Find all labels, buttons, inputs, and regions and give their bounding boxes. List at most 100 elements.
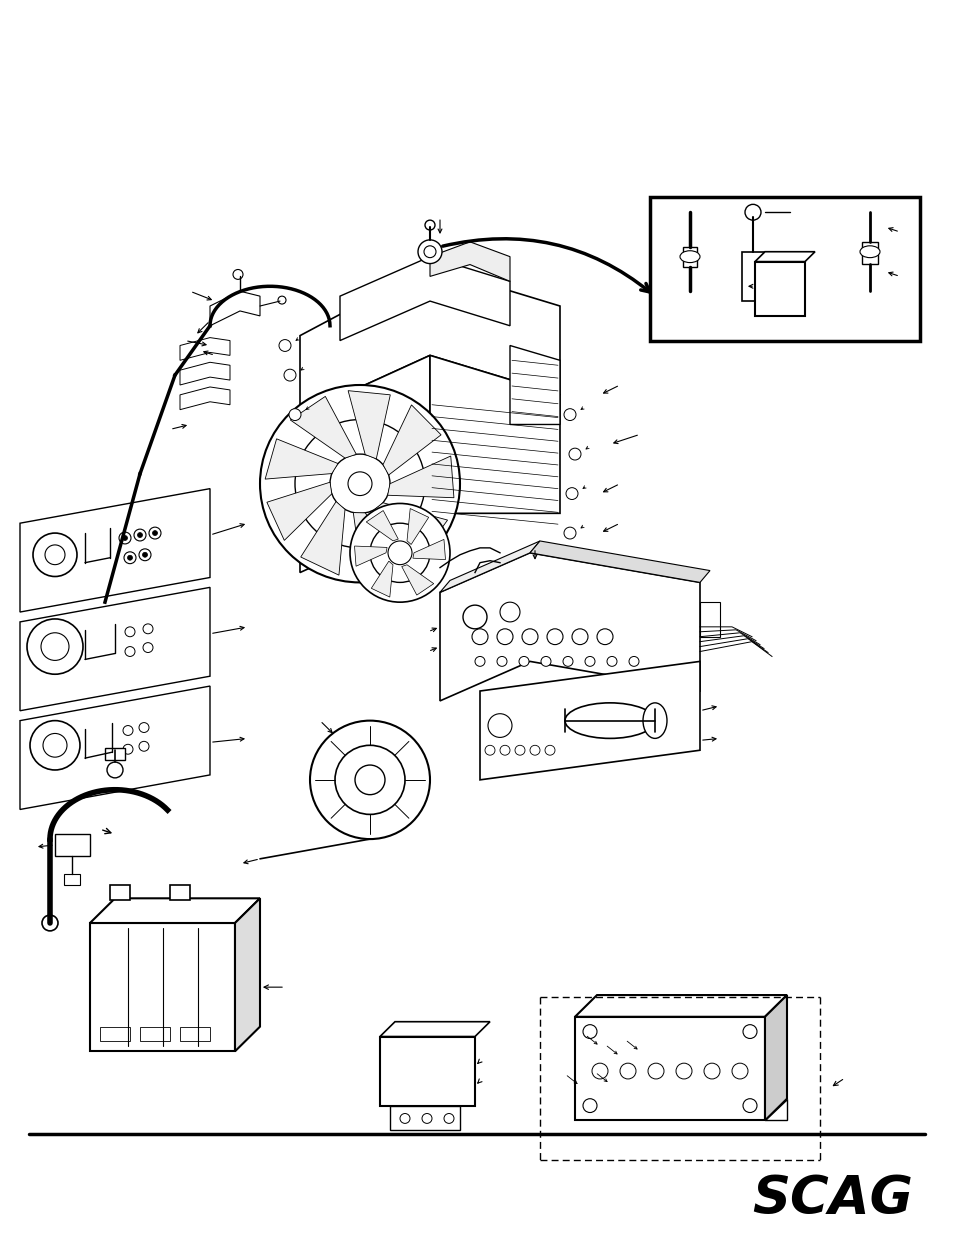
Bar <box>649 198 919 341</box>
Circle shape <box>350 504 450 603</box>
Circle shape <box>424 220 435 230</box>
Bar <box>682 247 697 267</box>
Circle shape <box>546 629 562 645</box>
Circle shape <box>133 529 146 541</box>
Circle shape <box>488 714 512 737</box>
Circle shape <box>277 296 286 304</box>
Circle shape <box>143 642 152 652</box>
Polygon shape <box>374 503 447 555</box>
Circle shape <box>294 420 424 548</box>
Circle shape <box>335 745 405 814</box>
Circle shape <box>563 409 576 421</box>
Circle shape <box>388 541 412 564</box>
Circle shape <box>137 532 142 537</box>
Polygon shape <box>348 390 390 459</box>
Circle shape <box>41 632 69 661</box>
Circle shape <box>152 531 157 536</box>
Polygon shape <box>210 291 260 326</box>
Polygon shape <box>20 687 210 809</box>
Polygon shape <box>764 995 786 1120</box>
Circle shape <box>45 545 65 564</box>
Ellipse shape <box>679 251 700 263</box>
Polygon shape <box>407 509 428 545</box>
Circle shape <box>582 1099 597 1113</box>
Polygon shape <box>20 588 210 711</box>
Circle shape <box>139 548 151 561</box>
Circle shape <box>355 764 385 794</box>
Circle shape <box>521 629 537 645</box>
Circle shape <box>744 204 760 220</box>
Circle shape <box>139 741 149 751</box>
Circle shape <box>565 488 578 499</box>
Circle shape <box>731 1063 747 1079</box>
Ellipse shape <box>859 246 879 258</box>
Circle shape <box>647 1063 663 1079</box>
Polygon shape <box>371 561 393 597</box>
Polygon shape <box>754 252 814 262</box>
Circle shape <box>260 385 459 583</box>
Circle shape <box>149 527 161 538</box>
Circle shape <box>568 448 580 459</box>
Polygon shape <box>20 489 210 613</box>
Bar <box>741 252 763 301</box>
Polygon shape <box>366 510 397 541</box>
Circle shape <box>499 603 519 622</box>
Circle shape <box>143 624 152 634</box>
Polygon shape <box>510 346 559 425</box>
Circle shape <box>619 1063 636 1079</box>
Circle shape <box>540 657 551 667</box>
Circle shape <box>33 534 77 577</box>
Polygon shape <box>575 995 786 1016</box>
Circle shape <box>499 745 510 755</box>
Circle shape <box>584 657 595 667</box>
Circle shape <box>43 734 67 757</box>
Polygon shape <box>353 513 403 578</box>
Circle shape <box>310 721 430 839</box>
Bar <box>140 1026 170 1041</box>
Circle shape <box>348 472 372 495</box>
Bar <box>170 885 190 900</box>
Circle shape <box>563 527 576 538</box>
Circle shape <box>399 1114 410 1124</box>
Circle shape <box>423 246 436 258</box>
Polygon shape <box>234 898 260 1051</box>
Circle shape <box>142 552 148 557</box>
Polygon shape <box>390 1105 459 1130</box>
Circle shape <box>278 340 291 352</box>
Circle shape <box>676 1063 691 1079</box>
Circle shape <box>515 745 524 755</box>
Bar <box>700 603 720 637</box>
Circle shape <box>128 556 132 561</box>
Circle shape <box>122 536 128 541</box>
Bar <box>105 748 125 760</box>
Polygon shape <box>413 540 445 559</box>
Polygon shape <box>90 898 260 923</box>
Bar <box>862 242 877 263</box>
Polygon shape <box>180 337 230 361</box>
Ellipse shape <box>564 703 655 739</box>
Circle shape <box>125 647 135 657</box>
Polygon shape <box>299 356 430 573</box>
Circle shape <box>421 1114 432 1124</box>
Bar <box>110 885 130 900</box>
Circle shape <box>472 629 488 645</box>
Polygon shape <box>439 541 539 593</box>
Polygon shape <box>265 438 337 479</box>
Polygon shape <box>290 396 355 458</box>
Circle shape <box>370 524 430 583</box>
Polygon shape <box>180 362 230 385</box>
Bar <box>754 262 804 316</box>
Polygon shape <box>355 546 387 566</box>
Polygon shape <box>382 405 440 475</box>
Circle shape <box>484 745 495 755</box>
Polygon shape <box>439 553 700 701</box>
Polygon shape <box>430 242 510 282</box>
Circle shape <box>703 1063 720 1079</box>
Circle shape <box>497 629 513 645</box>
Circle shape <box>582 1025 597 1039</box>
Circle shape <box>562 657 573 667</box>
Polygon shape <box>339 257 510 341</box>
Circle shape <box>284 369 295 382</box>
Circle shape <box>123 725 132 735</box>
Polygon shape <box>430 356 559 514</box>
